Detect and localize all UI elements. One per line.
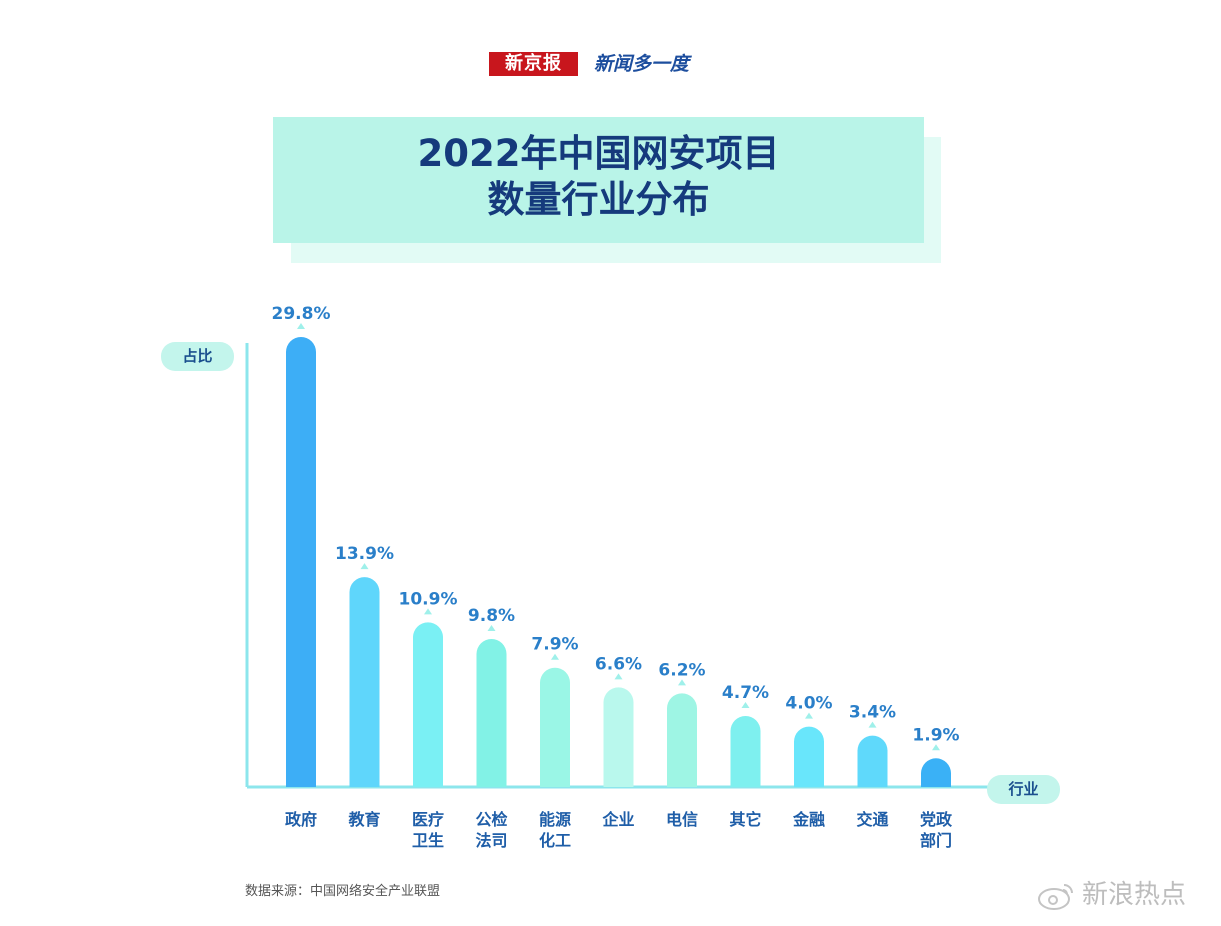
category-label-4-line-1: 公检 bbox=[475, 810, 507, 829]
value-label-3: 10.9% bbox=[399, 589, 458, 609]
chart-title-line-1: 2022年中国网安项目 bbox=[417, 132, 780, 175]
category-label-1: 政府 bbox=[285, 810, 317, 829]
value-label-2: 13.9% bbox=[335, 544, 394, 564]
bar-6 bbox=[603, 687, 634, 787]
bar-marker-4 bbox=[487, 625, 496, 632]
header: 新京报 新闻多一度 bbox=[0, 52, 1221, 78]
brand-logo: 新京报 bbox=[489, 52, 578, 76]
bar-2 bbox=[349, 577, 380, 787]
bar-marker-3 bbox=[424, 608, 432, 615]
category-label-7: 电信 bbox=[666, 810, 698, 829]
watermark-text: 新浪热点 bbox=[1082, 880, 1187, 910]
value-label-8: 4.7% bbox=[722, 683, 769, 703]
y-axis-label: 占比 bbox=[161, 342, 234, 371]
category-label-2: 教育 bbox=[348, 810, 380, 829]
value-label-5: 7.9% bbox=[531, 635, 578, 655]
x-axis-label: 行业 bbox=[987, 775, 1060, 804]
chart-title-line-2: 数量行业分布 bbox=[487, 178, 710, 221]
bar-1 bbox=[286, 337, 316, 787]
bar-7 bbox=[667, 693, 697, 787]
bar-marker-7 bbox=[678, 679, 686, 686]
bar-marker-8 bbox=[741, 702, 750, 709]
bar-5 bbox=[540, 667, 570, 787]
value-label-7: 6.2% bbox=[658, 660, 705, 680]
category-label-11-line-1: 党政 bbox=[920, 810, 953, 829]
value-label-9: 4.0% bbox=[785, 694, 832, 714]
category-label-6: 企业 bbox=[601, 810, 634, 829]
bar-11 bbox=[921, 758, 951, 787]
category-label-11-line-2: 部门 bbox=[920, 831, 952, 850]
value-label-10: 3.4% bbox=[849, 703, 896, 723]
bar-marker-11 bbox=[932, 744, 940, 751]
value-label-6: 6.6% bbox=[595, 654, 642, 674]
category-label-5-line-2: 化工 bbox=[539, 831, 571, 850]
data-source-note: 数据来源：中国网络安全产业联盟 bbox=[245, 884, 441, 899]
category-label-4-line-2: 法司 bbox=[475, 831, 507, 850]
category-label-8: 其它 bbox=[729, 810, 761, 829]
brand-subtitle: 新闻多一度 bbox=[594, 53, 690, 75]
title-box: 2022年中国网安项目 数量行业分布 bbox=[273, 117, 924, 243]
bar-3 bbox=[413, 622, 443, 787]
bar-marker-5 bbox=[551, 653, 559, 660]
category-label-9: 金融 bbox=[792, 810, 825, 829]
category-label-10: 交通 bbox=[856, 810, 888, 829]
bar-10 bbox=[857, 735, 888, 787]
value-label-1: 29.8% bbox=[272, 304, 331, 324]
bar-marker-6 bbox=[614, 673, 623, 680]
bar-marker-9 bbox=[805, 712, 813, 719]
value-label-4: 9.8% bbox=[468, 606, 515, 626]
bar-marker-1 bbox=[297, 323, 305, 329]
bar-marker-2 bbox=[360, 563, 369, 570]
category-label-3-line-1: 医疗 bbox=[412, 810, 444, 829]
category-label-5-line-1: 能源 bbox=[539, 810, 571, 829]
bar-marker-10 bbox=[868, 721, 877, 728]
value-label-11: 1.9% bbox=[912, 725, 959, 745]
category-label-3-line-2: 卫生 bbox=[412, 831, 444, 850]
bar-4 bbox=[476, 639, 507, 787]
weibo-icon bbox=[1038, 884, 1073, 910]
bar-9 bbox=[794, 726, 824, 787]
bar-8 bbox=[730, 716, 761, 787]
